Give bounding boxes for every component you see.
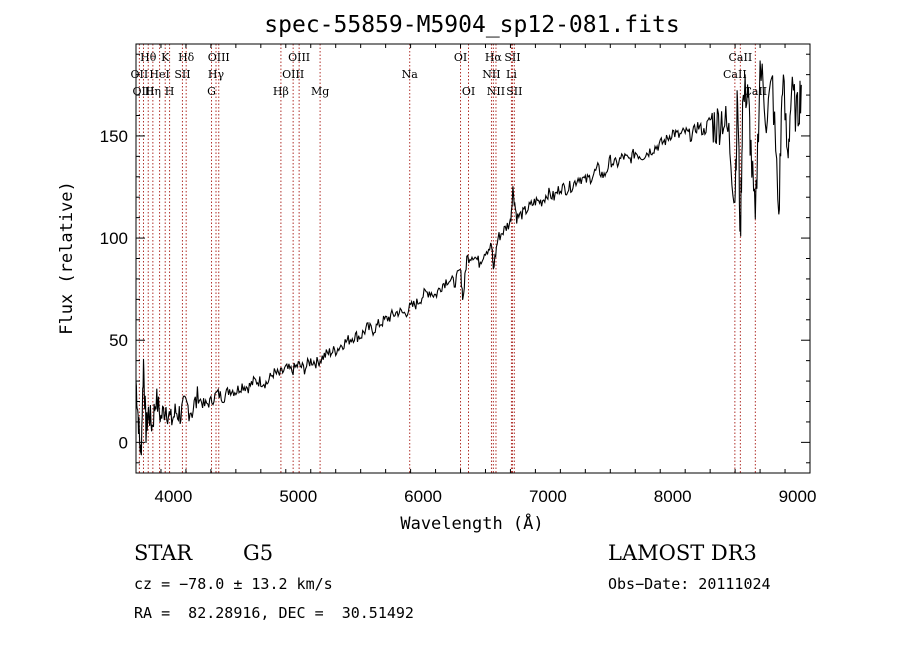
emission-line-markers: [138, 44, 756, 473]
line-label-hei: HeI: [149, 68, 169, 81]
line-label-sii: SII: [174, 68, 190, 81]
y-axis-label: Flux (relative): [57, 181, 77, 335]
y-tick-label: 150: [100, 127, 128, 146]
x-tick-label: 7000: [529, 487, 567, 506]
y-axis: 0 50 100 150: [100, 53, 810, 464]
survey-name: LAMOST DR3: [608, 541, 757, 565]
x-tick-label: 9000: [779, 487, 817, 506]
line-label-caii: CaII: [723, 68, 747, 81]
line-label-oiii: OIII: [288, 51, 310, 64]
line-label-hβ: Hβ: [273, 85, 289, 98]
coordinates-readout: RA = 82.28916, DEC = 30.51492: [134, 604, 414, 622]
chart-title: spec-55859-M5904_sp12-081.fits: [264, 12, 679, 38]
line-label-hα: Hα: [485, 51, 503, 64]
spectrum-chart: spec-55859-M5904_sp12-081.fits HθOIIOIII…: [57, 12, 817, 534]
line-label-na: Na: [402, 68, 419, 81]
flux-series-line: [135, 60, 802, 456]
x-tick-label: 8000: [654, 487, 692, 506]
line-label-oiii: OIII: [282, 68, 304, 81]
x-tick-label: 6000: [404, 487, 442, 506]
object-type: STAR: [134, 541, 193, 565]
line-label-sii: SII: [506, 85, 522, 98]
spectral-subclass: G5: [243, 541, 274, 565]
observation-date: Obs−Date: 20111024: [608, 575, 771, 593]
x-axis-label: Wavelength (Å): [400, 512, 543, 534]
x-tick-label: 4000: [155, 487, 193, 506]
line-label-k: K: [161, 51, 170, 64]
line-label-caii: CaII: [743, 85, 767, 98]
x-tick-label: 5000: [279, 487, 317, 506]
y-tick-label: 50: [109, 331, 128, 350]
line-label-sii: SII: [504, 51, 520, 64]
line-label-hη: Hη: [145, 85, 161, 98]
line-label-nii: NII: [487, 85, 505, 98]
line-label-nii: NII: [482, 68, 500, 81]
y-tick-label: 100: [100, 229, 128, 248]
y-tick-label: 0: [119, 433, 128, 452]
line-label-oiii: OIII: [208, 51, 230, 64]
redshift-readout: cz = −78.0 ± 13.2 km/s: [134, 575, 333, 593]
line-label-h: H: [165, 85, 175, 98]
line-label-hθ: Hθ: [140, 51, 157, 64]
line-label-g: G: [207, 85, 216, 98]
x-axis: 4000 5000 6000 7000 8000 9000: [135, 44, 817, 506]
line-label-li: Li: [506, 68, 517, 81]
line-label-oi: OI: [454, 51, 467, 64]
line-label-caii: CaII: [729, 51, 753, 64]
line-label-oi: OI: [462, 85, 475, 98]
line-label-hδ: Hδ: [178, 51, 195, 64]
line-label-mg: Mg: [311, 85, 329, 98]
line-label-hγ: Hγ: [208, 68, 225, 81]
